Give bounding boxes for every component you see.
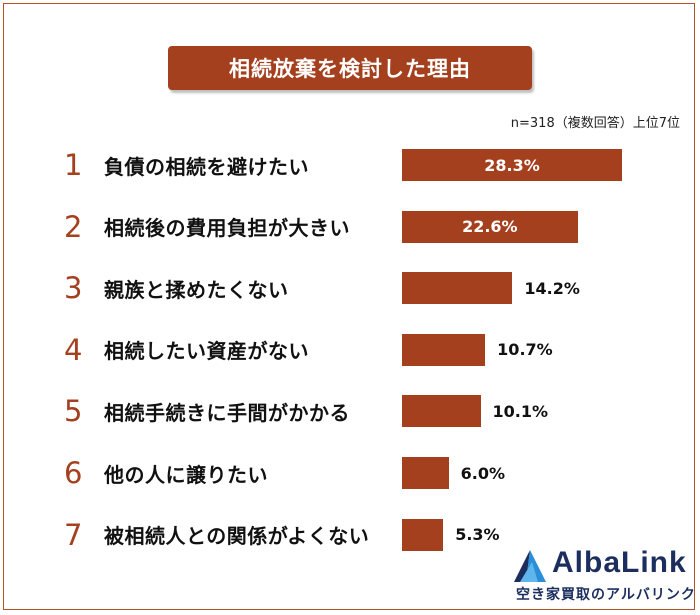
- category-label: 負債の相続を避けたい: [104, 154, 309, 179]
- value-label: 10.1%: [492, 401, 549, 421]
- chart-title: 相続放棄を検討した理由: [168, 46, 532, 90]
- value-label: 22.6%: [462, 217, 518, 237]
- rank-number: 6: [64, 456, 83, 490]
- bar-row: 6 他の人に譲りたい 6.0%: [0, 453, 700, 493]
- bar: [402, 210, 578, 243]
- rank-number: 4: [64, 332, 83, 367]
- rank-number: 3: [64, 271, 83, 306]
- bar: [402, 518, 444, 551]
- rank-number: 7: [64, 517, 83, 552]
- bar-row: 4 相続したい資産がない 10.7%: [0, 330, 700, 370]
- category-label: 相続したい資産がない: [104, 339, 309, 364]
- bar-row: 2 相続後の費用負担が大きい 22.6%: [0, 207, 700, 247]
- category-label: 相続後の費用負担が大きい: [104, 216, 350, 241]
- bar: [402, 333, 486, 366]
- bar: [402, 395, 481, 428]
- value-label: 5.3%: [455, 525, 500, 545]
- rank-number: 2: [64, 209, 83, 244]
- value-label: 28.3%: [484, 155, 540, 175]
- bar-row: 5 相続手続きに手間がかかる 10.1%: [0, 391, 700, 431]
- logo-tagline: 空き家買取のアルバリンク: [516, 587, 696, 603]
- bar: [402, 272, 513, 305]
- category-label: 親族と揉めたくない: [104, 277, 289, 302]
- value-label: 6.0%: [460, 463, 506, 483]
- bar-row: 3 親族と揉めたくない 14.2%: [0, 268, 700, 308]
- albalink-logo: AlbaLink 空き家買取のアルバリンク: [510, 546, 700, 610]
- category-label: 相続手続きに手間がかかる: [104, 400, 350, 425]
- rank-number: 5: [64, 394, 83, 429]
- rank-number: 1: [64, 148, 83, 182]
- sample-note: n=318（複数回答）上位7位: [510, 116, 680, 131]
- value-label: 14.2%: [524, 278, 580, 298]
- category-label: 被相続人との関係がよくない: [104, 524, 370, 549]
- category-label: 他の人に譲りたい: [104, 462, 268, 487]
- value-label: 10.7%: [497, 340, 553, 360]
- bar-row: 1 負債の相続を避けたい 28.3%: [0, 145, 700, 185]
- bar-row: 7 被相続人との関係がよくない 5.3%: [0, 515, 700, 555]
- bar: [402, 149, 622, 181]
- chart-frame: [3, 3, 695, 610]
- albalink-mark-icon: [514, 550, 546, 582]
- logo-wordmark: AlbaLink: [552, 546, 687, 579]
- bar: [402, 457, 449, 489]
